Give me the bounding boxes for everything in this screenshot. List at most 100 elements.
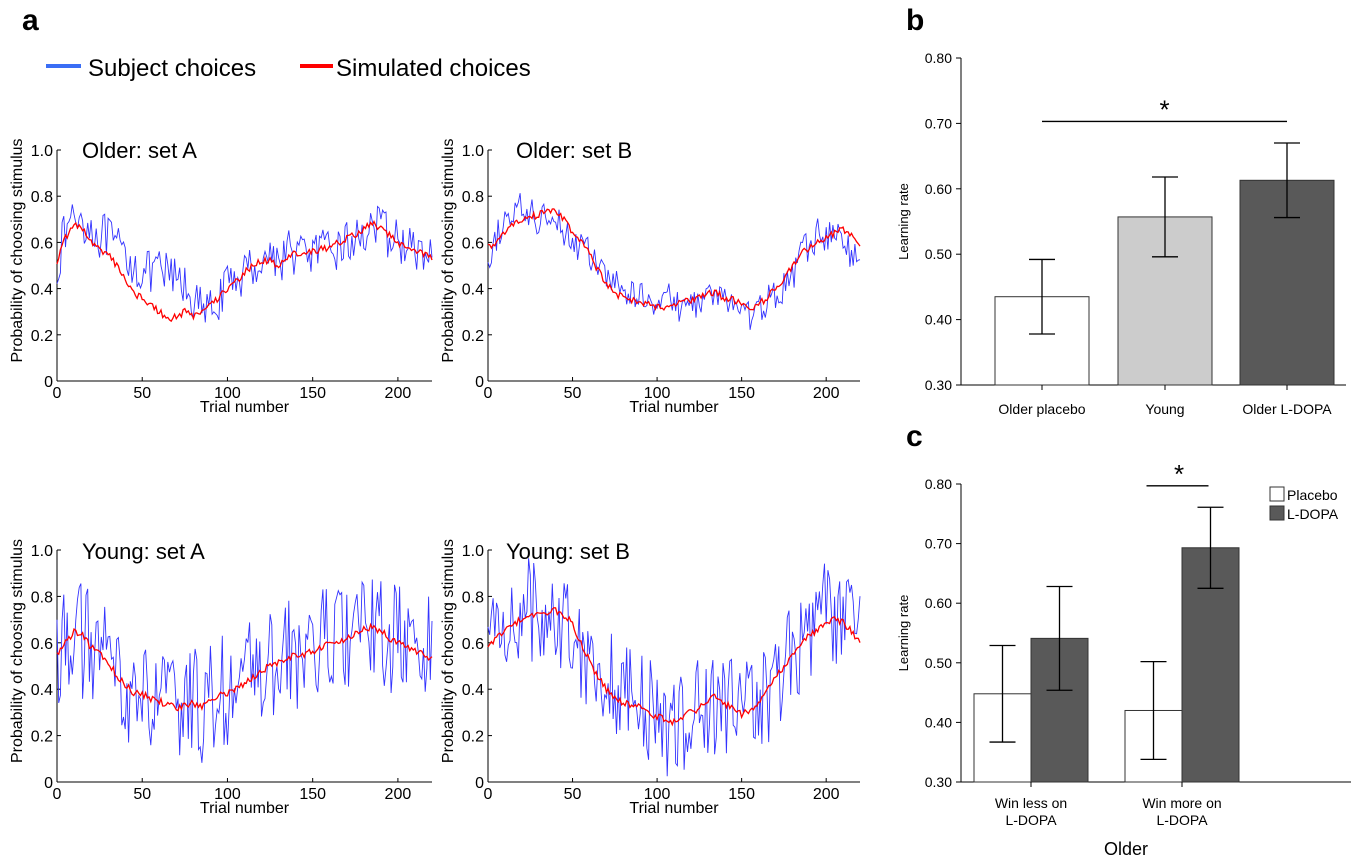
x-tick-label: 0 [484, 786, 493, 803]
legend-swatch-simulated [300, 64, 333, 68]
plot-title: Young: set B [506, 539, 630, 564]
bar-chart-b: 0.30 0.40 0.50 0.60 0.70 0.80 Learning rate Old… [896, 50, 1346, 417]
y-tick-label: 0.40 [925, 714, 952, 730]
y-tick-label: 0.50 [925, 655, 952, 671]
panel-label-b: b [906, 4, 924, 37]
x-tick-label: 50 [133, 786, 151, 803]
x-tick-label: 100 [644, 786, 671, 803]
y-axis-label: Learning rate [896, 595, 911, 672]
panel-label-c: c [906, 420, 923, 453]
y-tick-label: 0.6 [462, 235, 484, 252]
x-axis-label: Trial number [200, 800, 290, 817]
x-tick-label: 200 [813, 786, 840, 803]
y-axis-label: Probability of choosing stimulus [440, 138, 457, 362]
x-tick-label-line: L-DOPA [1005, 812, 1057, 828]
series-line-simulated [487, 607, 861, 727]
x-tick-label: 150 [299, 385, 326, 402]
y-axis-label: Probability of choosing stimulus [9, 138, 26, 362]
x-tick-label: 150 [728, 786, 755, 803]
x-axis-label: Trial number [629, 399, 719, 416]
line-plot-young-set-a: 0 0.2 0.4 0.6 0.8 1.0 0 50 100 150 200 Trial number… [9, 539, 433, 817]
y-tick-label: 0.40 [925, 312, 952, 328]
x-tick-label: Young [1145, 401, 1184, 417]
legend-label-simulated: Simulated choices [336, 55, 531, 82]
x-axis-label: Trial number [200, 399, 290, 416]
line-plot-older-set-a: 0 0.2 0.4 0.6 0.8 1.0 0 50 100 150 200 Trial number… [9, 138, 433, 416]
x-tick-label: 100 [644, 385, 671, 402]
y-tick-label: 1.0 [462, 143, 484, 160]
series-line-subject [56, 204, 433, 323]
x-tick-label: 200 [385, 786, 412, 803]
y-tick-label: 0.80 [925, 476, 952, 492]
y-tick-label: 0.70 [925, 115, 952, 131]
y-tick-label: 0.30 [925, 377, 952, 393]
y-tick-label: 0.80 [925, 50, 952, 66]
series-line-subject [487, 558, 861, 777]
x-tick-label: 150 [299, 786, 326, 803]
x-tick-label: Older L-DOPA [1242, 401, 1332, 417]
significance-asterisk: * [1174, 459, 1184, 489]
y-tick-label: 0 [475, 775, 484, 792]
y-tick-label: 1.0 [31, 543, 53, 560]
y-tick-label: 0.2 [462, 328, 484, 345]
y-tick-label: 0.2 [462, 729, 484, 746]
x-tick-label: 50 [564, 385, 582, 402]
y-tick-label: 1.0 [31, 143, 53, 160]
legend: Subject choices Simulated choices [46, 55, 531, 82]
legend-swatch-subject [46, 64, 81, 68]
y-tick-label: 0.6 [462, 636, 484, 653]
x-tick-label: 150 [728, 385, 755, 402]
y-tick-label: 0.30 [925, 774, 952, 790]
x-tick-label: 200 [385, 385, 412, 402]
legend-label-placebo: Placebo [1287, 487, 1338, 503]
y-tick-label: 0.8 [462, 189, 484, 206]
y-tick-label: 0 [475, 374, 484, 391]
legend-swatch-l-dopa [1269, 505, 1285, 521]
x-tick-label: Win more on L-DOPA [1142, 795, 1221, 828]
x-tick-label: Older placebo [998, 401, 1085, 417]
x-tick-label: 100 [214, 786, 241, 803]
x-axis-label: Older [1104, 839, 1148, 859]
x-axis-label: Trial number [629, 800, 719, 817]
x-tick-label: Win less on L-DOPA [995, 795, 1067, 828]
x-tick-label-line: Win less on [995, 795, 1067, 811]
y-tick-label: 0.6 [31, 235, 53, 252]
x-tick-label: 0 [53, 786, 62, 803]
y-tick-label: 0 [44, 374, 53, 391]
series-line-simulated [56, 219, 433, 323]
y-tick-label: 0.6 [31, 636, 53, 653]
plot-title: Young: set A [82, 539, 205, 564]
y-tick-label: 0.4 [462, 282, 484, 299]
legend-label-l-dopa: L-DOPA [1287, 506, 1339, 522]
x-tick-label: 50 [133, 385, 151, 402]
bar-chart-c: 0.30 0.40 0.50 0.60 0.70 0.80 Learning rate Win… [896, 459, 1351, 859]
y-tick-label: 0.8 [31, 189, 53, 206]
y-tick-label: 0.4 [31, 282, 53, 299]
y-tick-label: 0 [44, 775, 53, 792]
y-tick-label: 0.4 [462, 682, 484, 699]
series-line-simulated [56, 622, 433, 712]
series-line-simulated [487, 208, 861, 312]
x-tick-label-line: Win more on [1142, 795, 1221, 811]
x-tick-label-line: L-DOPA [1156, 812, 1208, 828]
series-line-subject [56, 579, 433, 763]
line-plot-young-set-b: 0 0.2 0.4 0.6 0.8 1.0 0 50 100 150 200 Trial number… [440, 539, 861, 817]
x-tick-label: 200 [813, 385, 840, 402]
y-tick-label: 1.0 [462, 543, 484, 560]
y-tick-label: 0.70 [925, 536, 952, 552]
legend-label-subject: Subject choices [88, 55, 256, 82]
y-tick-label: 0.50 [925, 246, 952, 262]
x-tick-label: 50 [564, 786, 582, 803]
line-plot-older-set-b: 0 0.2 0.4 0.6 0.8 1.0 0 50 100 150 200 Trial number… [440, 138, 861, 416]
y-axis-label: Probability of choosing stimulus [440, 539, 457, 763]
panel-label-a: a [22, 4, 39, 37]
y-tick-label: 0.8 [31, 589, 53, 606]
y-axis-label: Probability of choosing stimulus [9, 539, 26, 763]
legend-swatch-placebo [1269, 486, 1285, 502]
y-tick-label: 0.2 [31, 729, 53, 746]
y-tick-label: 0.2 [31, 328, 53, 345]
y-tick-label: 0.4 [31, 682, 53, 699]
y-tick-label: 0.60 [925, 181, 952, 197]
plot-title: Older: set A [82, 138, 197, 163]
